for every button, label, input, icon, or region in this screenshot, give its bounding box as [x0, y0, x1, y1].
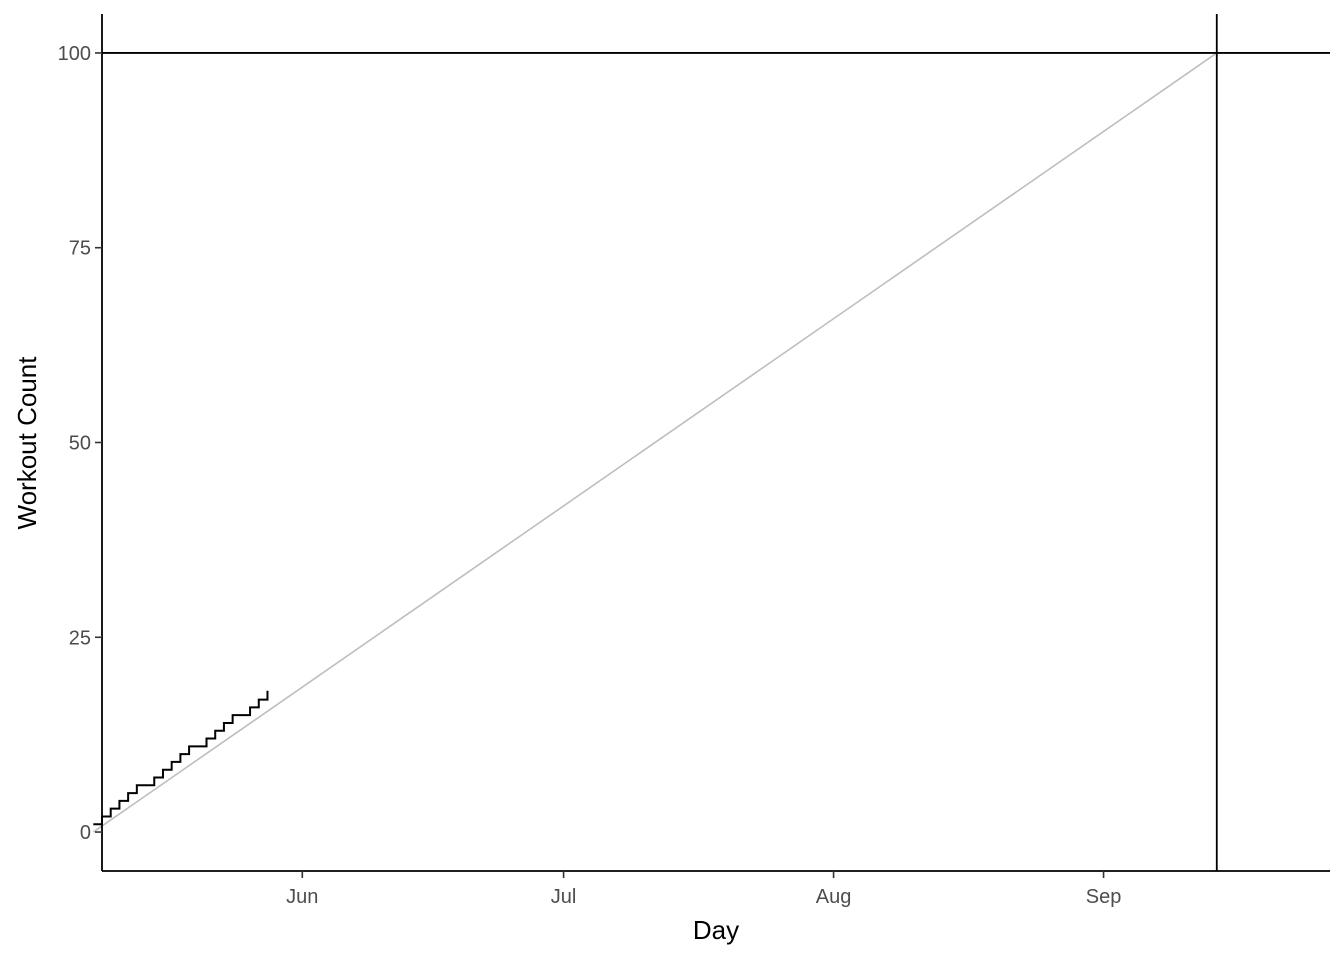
- y-tick-label: 50: [69, 433, 91, 455]
- x-axis-title: Day: [693, 915, 739, 945]
- y-tick-label: 25: [69, 627, 91, 649]
- series-line-target: [92, 52, 1218, 833]
- plot-area: [92, 14, 1330, 871]
- y-axis-title: Workout Count: [12, 356, 42, 530]
- y-tick-label: 0: [80, 822, 91, 844]
- axes: [101, 14, 1330, 872]
- x-tick-label: Sep: [1086, 886, 1122, 908]
- x-tick-label: Aug: [816, 886, 852, 908]
- ticks: 0 25 50 75 100 Jun Jul Aug Sep: [58, 43, 1122, 908]
- x-tick-label: Jun: [286, 886, 318, 908]
- y-tick-label: 100: [58, 43, 91, 65]
- series-line-actual: [93, 690, 269, 826]
- y-tick-label: 75: [69, 238, 91, 260]
- x-tick-label: Jul: [551, 886, 577, 908]
